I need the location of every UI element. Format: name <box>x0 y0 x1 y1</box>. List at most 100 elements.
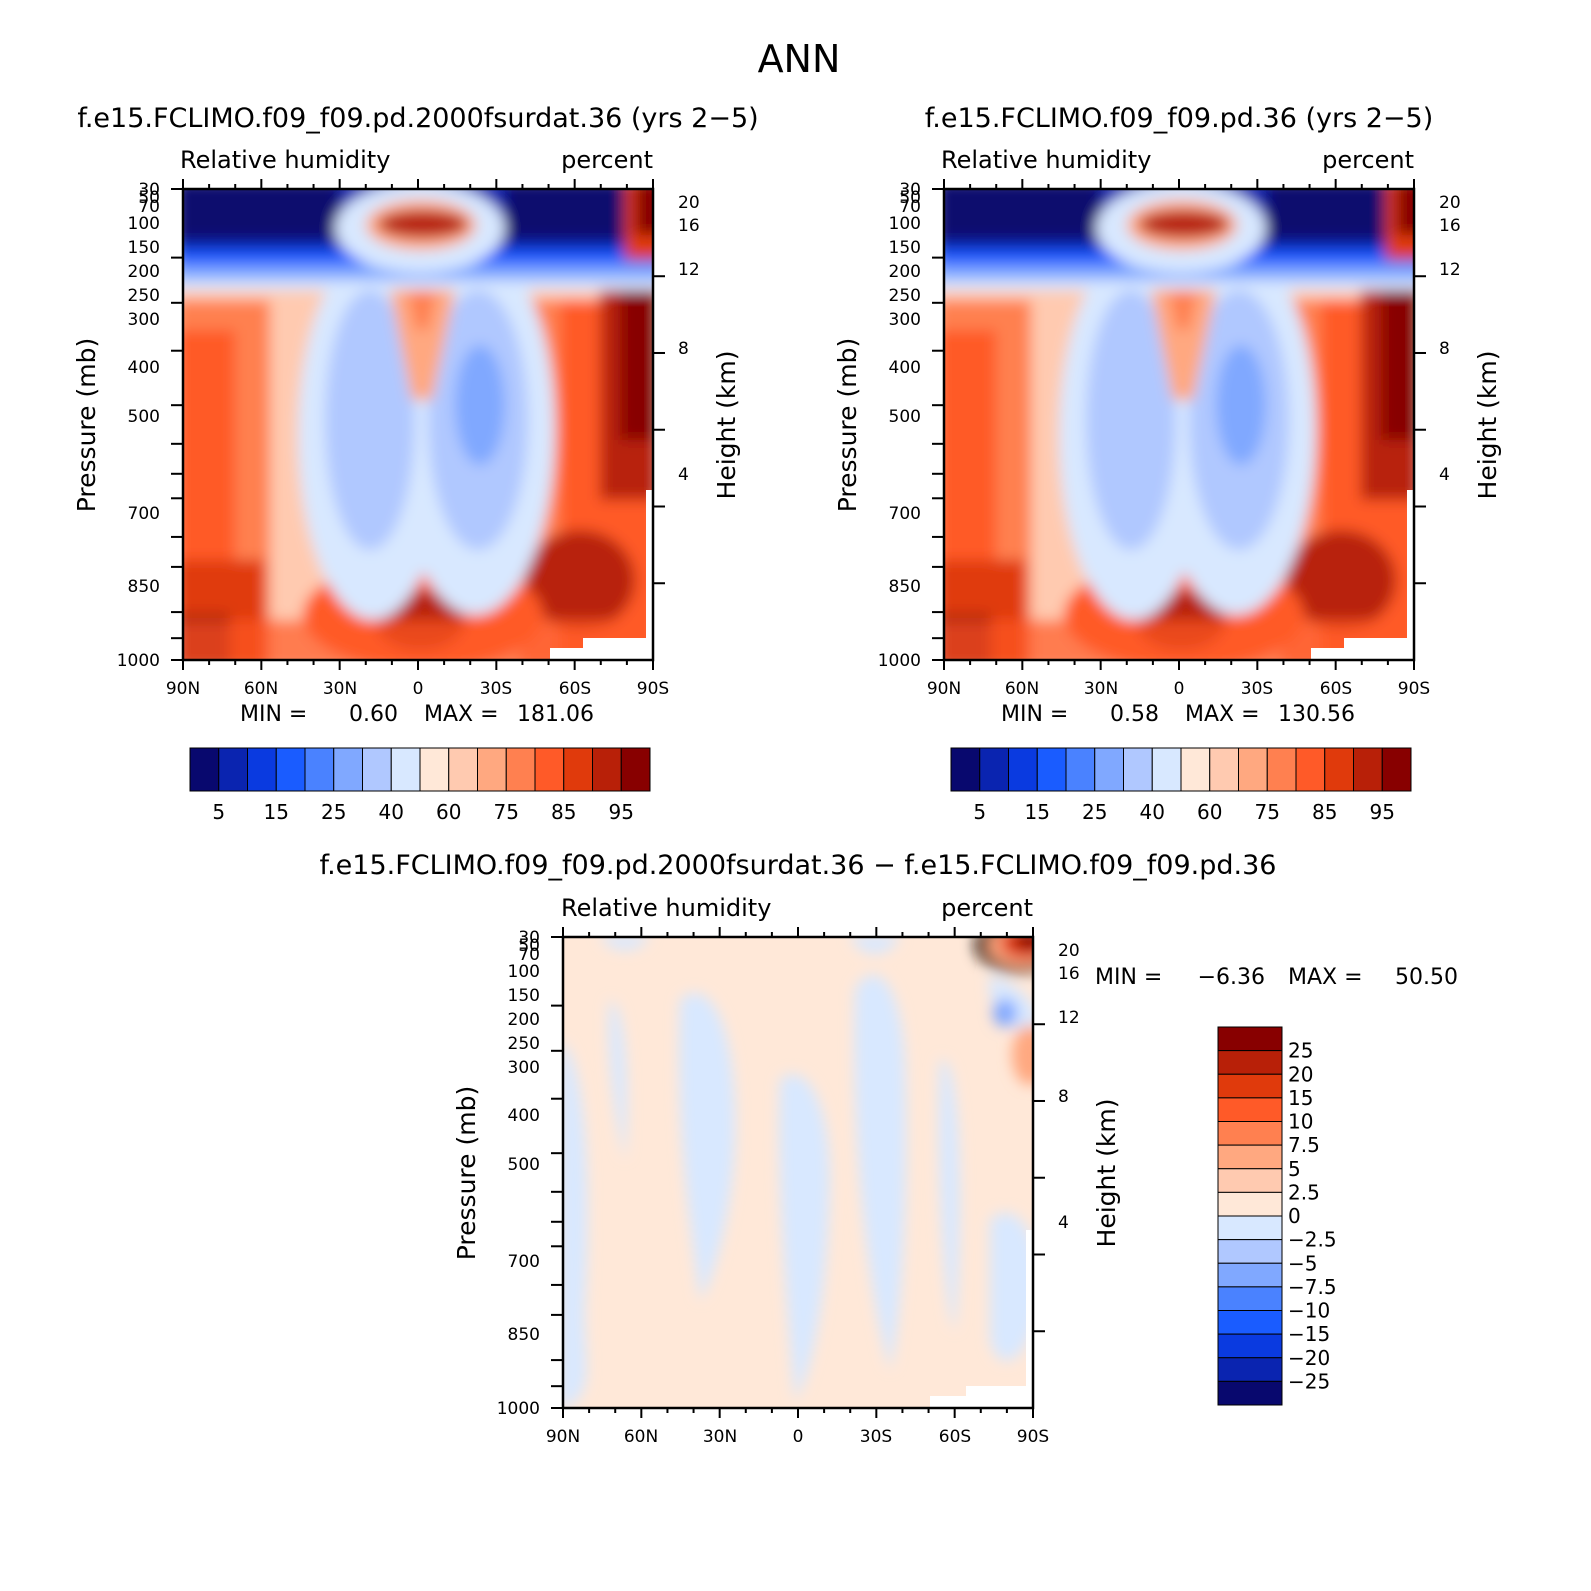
panel-a-ytick-500: 500 <box>128 407 160 427</box>
panel-a-max-value: 181.06 <box>517 702 594 727</box>
panel-b-xtick-90n: 90N <box>927 679 961 699</box>
panel-a-ylabel-right: Height (km) <box>712 351 741 500</box>
panel-c-htick-20: 20 <box>1058 941 1080 961</box>
panel-b-colorbar-label: 25 <box>1082 800 1107 824</box>
panel-c-ytick-500: 500 <box>508 1155 540 1175</box>
panel-a-colorbar-label: 40 <box>379 800 404 824</box>
panel-b-ytick-850: 850 <box>889 577 921 597</box>
panel-c-xtick-30n: 30N <box>703 1427 737 1447</box>
panel-c-htick-4: 4 <box>1058 1213 1069 1233</box>
panel-b-xtick-90s: 90S <box>1398 679 1430 699</box>
panel-c: f.e15.FCLIMO.f09_f09.pd.2000fsurdat.36 −… <box>320 850 1458 1447</box>
panel-a-ytick-700: 700 <box>128 504 160 524</box>
panel-c-colorbar-label: −15 <box>1288 1322 1330 1346</box>
panel-a-ytick-50: 50 <box>138 188 160 208</box>
panel-c-colorbar-label: 10 <box>1288 1110 1313 1134</box>
panel-c-ytick-200: 200 <box>508 1010 540 1030</box>
panel-a-colorbar-label: 5 <box>212 800 225 824</box>
panel-b-ytick-500: 500 <box>889 407 921 427</box>
panel-c-min-label: MIN = <box>1095 965 1162 990</box>
panel-c-ytick-150: 150 <box>508 986 540 1006</box>
panel-b-colorbar-swatch <box>1324 747 1354 792</box>
panel-b-ytick-50: 50 <box>899 188 921 208</box>
panel-c-xtick-90n: 90N <box>546 1427 580 1447</box>
panel-a-colorbar-swatch <box>534 747 565 792</box>
panel-b-colorbar-label: 5 <box>973 800 986 824</box>
panel-a-xaxis: 90N 60N 30N 0 30S 60S 90S <box>166 679 669 699</box>
panel-b-xaxis: 90N 60N 30N 0 30S 60S 90S <box>927 679 1430 699</box>
panel-b-ytick-150: 150 <box>889 238 921 258</box>
panel-c-right-label: percent <box>941 894 1033 922</box>
panel-b-colorbar-label: 15 <box>1025 800 1050 824</box>
panel-a-ytick-300: 300 <box>128 310 160 330</box>
panel-b-ytick-30: 30 <box>899 180 921 200</box>
panel-c-colorbar-swatch <box>1217 1026 1283 1052</box>
panel-c-height-axis: 20 16 12 8 4 <box>1058 941 1080 1233</box>
panel-b-ytick-700: 700 <box>889 504 921 524</box>
panel-b-colorbar-swatch <box>1295 747 1326 792</box>
panel-b-ticks <box>932 179 1426 670</box>
panel-c-colorbar-label: −10 <box>1288 1299 1330 1323</box>
panel-a: f.e15.FCLIMO.f09_f09.pd.2000fsurdat.36 (… <box>72 103 759 824</box>
panel-c-htick-8: 8 <box>1058 1087 1069 1107</box>
panel-c-colorbar-label: 20 <box>1288 1062 1313 1086</box>
panel-a-ytick-100: 100 <box>128 214 160 234</box>
panel-a-colorbar-swatch <box>390 747 421 792</box>
panel-a-field <box>183 189 653 660</box>
panel-c-xtick-30s: 30S <box>860 1427 892 1447</box>
panel-b-min-label: MIN = <box>1001 702 1068 727</box>
panel-a-min-label: MIN = <box>240 702 307 727</box>
panel-c-colorbar-label: 25 <box>1288 1039 1313 1063</box>
panel-b-ylabel: Pressure (mb) <box>833 338 862 512</box>
panel-c-colorbar-label: 7.5 <box>1288 1133 1320 1157</box>
panel-a-height-axis: 20 16 12 8 4 <box>678 193 700 485</box>
panel-b-colorbar-label: 85 <box>1312 800 1337 824</box>
panel-b-colorbar-swatch <box>1209 747 1239 792</box>
panel-b-height-axis: 20 16 12 8 4 <box>1439 193 1461 485</box>
panel-a-colorbar-label: 15 <box>264 800 289 824</box>
panel-b-xtick-30s: 30S <box>1241 679 1273 699</box>
panel-c-colorbar-label: −5 <box>1288 1251 1317 1275</box>
panel-a-ytick-250: 250 <box>128 286 160 306</box>
panel-b-colorbar-label: 95 <box>1370 800 1395 824</box>
panel-b-colorbar-swatch <box>1238 747 1268 792</box>
panel-c-ylabel-right: Height (km) <box>1092 1099 1121 1248</box>
panel-a-ticks <box>171 179 665 670</box>
panel-c-colorbar-label: −2.5 <box>1288 1228 1337 1252</box>
panel-c-ytick-30: 30 <box>518 928 540 948</box>
panel-b-colorbar-label: 40 <box>1140 800 1165 824</box>
panel-a-colorbar-swatch <box>448 747 478 792</box>
panel-b-htick-12: 12 <box>1439 260 1461 280</box>
panel-c-colorbar-swatch <box>1217 1191 1283 1217</box>
panel-c-ytick-70: 70 <box>518 945 540 965</box>
panel-a-colorbar-swatch <box>563 747 593 792</box>
panel-c-colorbar-label: 5 <box>1288 1157 1301 1181</box>
panel-c-ytick-300: 300 <box>508 1058 540 1078</box>
panel-a-colorbar-swatch <box>189 747 220 792</box>
panel-b-left-label: Relative humidity <box>941 146 1151 174</box>
panel-b-xtick-30n: 30N <box>1084 679 1118 699</box>
panel-b-colorbar-label: 60 <box>1197 800 1222 824</box>
panel-c-colorbar-label: 2.5 <box>1288 1180 1320 1204</box>
panel-c-colorbar-swatch <box>1217 1333 1283 1359</box>
panel-b-colorbar-swatch <box>1180 747 1211 792</box>
panel-c-colorbar-swatch <box>1217 1168 1283 1193</box>
panel-b-ytick-400: 400 <box>889 358 921 378</box>
panel-a-colorbar-swatch <box>275 747 306 792</box>
panel-c-ytick-100: 100 <box>508 962 540 982</box>
panel-b-htick-4: 4 <box>1439 465 1450 485</box>
panel-c-colorbar-label: −20 <box>1288 1346 1330 1370</box>
panel-c-colorbar-swatch <box>1217 1380 1283 1406</box>
panel-b-ylabel-right: Height (km) <box>1473 351 1502 500</box>
panel-b-colorbar-swatch <box>1381 747 1412 792</box>
panel-b-colorbar-label: 75 <box>1255 800 1280 824</box>
panel-a-xtick-60n: 60N <box>244 679 278 699</box>
panel-c-colorbar-swatch <box>1217 1286 1283 1311</box>
panel-a-colorbar-swatch <box>592 747 622 792</box>
panel-c-colorbar-swatch <box>1217 1097 1283 1122</box>
panel-b-colorbar-swatch <box>950 747 981 792</box>
panel-c-min-value: −6.36 <box>1198 965 1265 990</box>
panel-b-xtick-60n: 60N <box>1005 679 1039 699</box>
panel-b-min-value: 0.58 <box>1110 702 1159 727</box>
